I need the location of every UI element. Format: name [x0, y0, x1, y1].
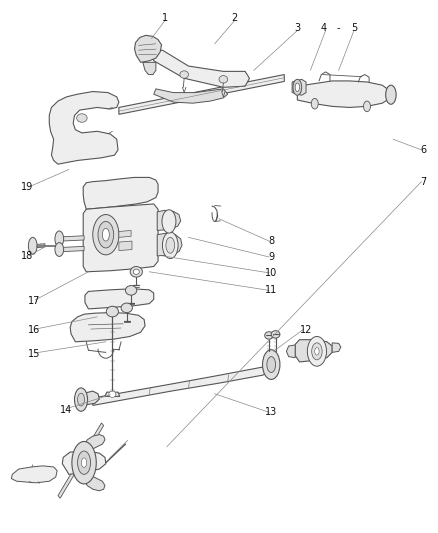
Polygon shape [70, 313, 145, 342]
Polygon shape [37, 245, 58, 247]
Text: 3: 3 [294, 23, 300, 33]
Ellipse shape [311, 99, 318, 109]
Polygon shape [157, 211, 181, 230]
Ellipse shape [265, 332, 273, 339]
Polygon shape [154, 89, 228, 103]
Polygon shape [85, 434, 105, 452]
Polygon shape [297, 81, 391, 108]
Ellipse shape [77, 114, 87, 122]
Text: 11: 11 [265, 285, 277, 295]
Ellipse shape [78, 393, 85, 406]
Ellipse shape [295, 83, 300, 92]
Text: 19: 19 [21, 182, 34, 192]
Text: 16: 16 [28, 325, 40, 335]
Ellipse shape [312, 343, 322, 360]
Text: 8: 8 [268, 236, 274, 246]
Polygon shape [119, 241, 132, 251]
Text: 9: 9 [268, 252, 274, 262]
Text: 7: 7 [420, 176, 427, 187]
Polygon shape [49, 92, 119, 164]
Ellipse shape [130, 266, 142, 277]
Polygon shape [62, 451, 106, 474]
Ellipse shape [72, 441, 96, 484]
Polygon shape [58, 423, 104, 498]
Polygon shape [82, 391, 99, 406]
Ellipse shape [55, 231, 64, 247]
Text: 10: 10 [265, 268, 277, 278]
Text: 13: 13 [265, 407, 277, 417]
Ellipse shape [262, 350, 280, 379]
Polygon shape [119, 75, 284, 114]
Polygon shape [83, 177, 158, 209]
Polygon shape [153, 50, 250, 87]
Text: 15: 15 [28, 349, 40, 359]
Ellipse shape [28, 237, 37, 254]
Ellipse shape [364, 101, 371, 112]
Ellipse shape [315, 348, 319, 355]
Ellipse shape [102, 228, 110, 241]
Ellipse shape [106, 306, 118, 317]
Ellipse shape [133, 269, 139, 274]
Polygon shape [62, 246, 84, 252]
Ellipse shape [293, 79, 302, 95]
Polygon shape [62, 236, 84, 241]
Polygon shape [134, 35, 162, 62]
Text: 1: 1 [162, 13, 168, 23]
Ellipse shape [219, 76, 228, 83]
Ellipse shape [93, 215, 119, 255]
Text: 12: 12 [300, 325, 312, 335]
Polygon shape [332, 343, 341, 352]
Ellipse shape [162, 210, 176, 233]
Polygon shape [119, 230, 131, 237]
Polygon shape [143, 62, 156, 75]
Polygon shape [34, 244, 45, 248]
Ellipse shape [98, 221, 114, 248]
Ellipse shape [271, 330, 280, 338]
Ellipse shape [307, 336, 326, 366]
Polygon shape [286, 345, 295, 358]
Polygon shape [157, 233, 182, 256]
Text: 6: 6 [420, 145, 427, 155]
Polygon shape [83, 204, 158, 272]
Ellipse shape [78, 451, 91, 474]
Ellipse shape [180, 71, 188, 78]
Ellipse shape [109, 391, 116, 398]
Ellipse shape [81, 458, 87, 467]
Polygon shape [85, 289, 154, 309]
Ellipse shape [267, 357, 276, 373]
Polygon shape [11, 466, 57, 483]
Text: 17: 17 [28, 296, 40, 306]
Text: -: - [337, 23, 340, 33]
Text: 18: 18 [21, 251, 34, 261]
Ellipse shape [386, 85, 396, 104]
Polygon shape [93, 361, 279, 406]
Ellipse shape [162, 232, 178, 259]
Polygon shape [292, 79, 306, 95]
Ellipse shape [55, 243, 64, 256]
Text: 14: 14 [60, 405, 72, 415]
Text: 5: 5 [351, 23, 357, 33]
Polygon shape [295, 340, 332, 362]
Ellipse shape [74, 388, 88, 411]
Text: 2: 2 [231, 13, 237, 23]
Ellipse shape [121, 303, 132, 313]
Polygon shape [105, 392, 120, 397]
Text: 4: 4 [320, 23, 326, 33]
Polygon shape [85, 473, 105, 491]
Ellipse shape [166, 237, 175, 253]
Ellipse shape [125, 286, 137, 295]
